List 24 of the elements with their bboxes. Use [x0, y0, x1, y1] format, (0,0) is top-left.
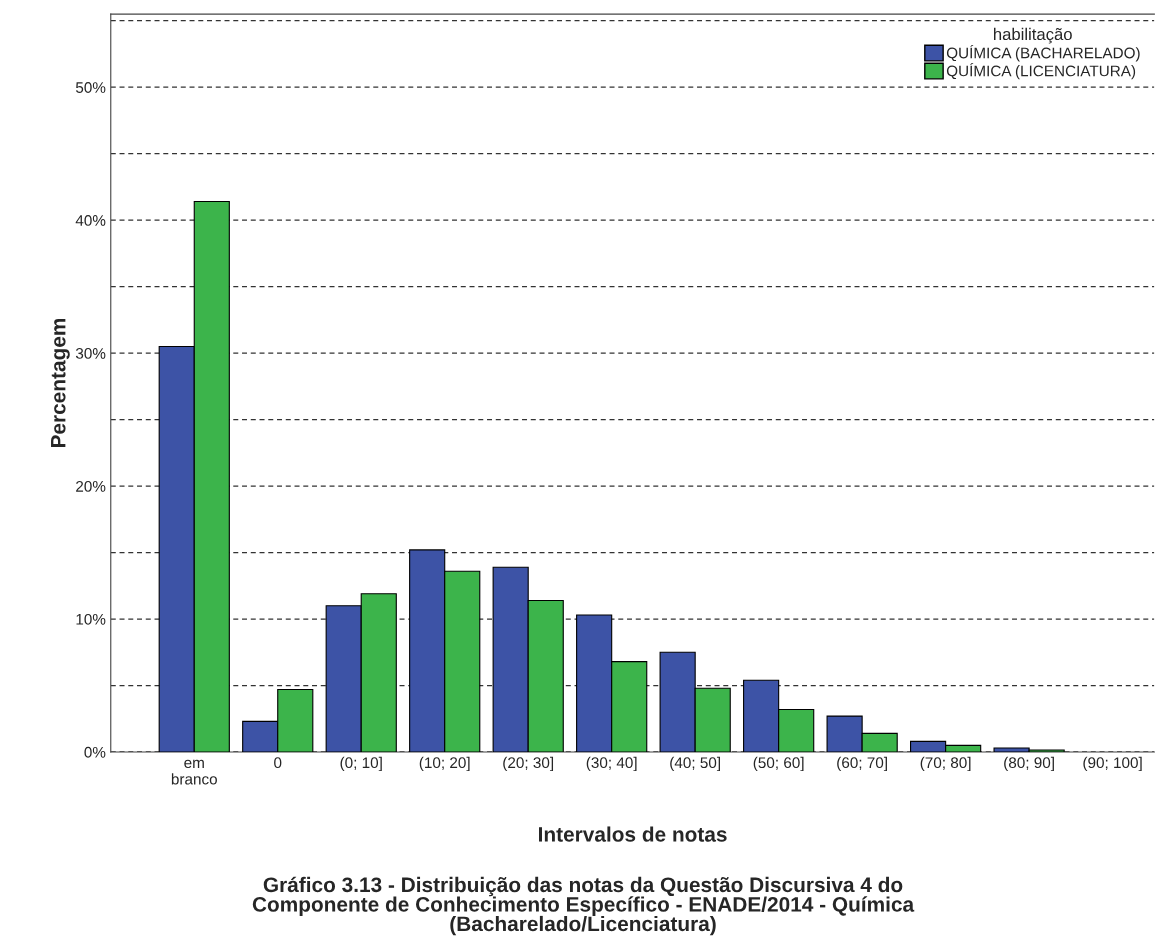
x-tick-label: (30; 40]: [586, 756, 637, 772]
x-tick-label: (0; 10]: [340, 756, 382, 772]
text: Gráfico 3.13 - Distribuição das notas da Questão Discursiva 4 do Componente de Conhecimento Específico - ENADE/2014 - Química (Bacharelado/Licenciatura): [252, 876, 915, 936]
y-tick-label: 0%: [84, 746, 106, 758]
x-tick-label: em branco: [171, 759, 217, 785]
y-tick-label: 50%: [75, 82, 106, 93]
x-tick-label: (40; 50]: [670, 756, 720, 772]
x-tick-label: (80; 90]: [1004, 756, 1054, 772]
y-axis-title: Percentagem: [51, 318, 70, 448]
y-tick-label: 30%: [75, 348, 106, 359]
legend-title: habilitação: [994, 27, 1072, 44]
x-tick-label: (90; 100]: [1083, 756, 1142, 772]
x-tick-label: (60; 70]: [837, 756, 887, 772]
x-tick-label: (50; 60]: [753, 756, 804, 772]
x-tick-label: (70; 80]: [920, 756, 971, 772]
x-axis-title: Intervalos de notas: [539, 826, 727, 842]
y-tick-label: 10%: [76, 613, 106, 625]
y-tick-label: 20%: [76, 480, 106, 492]
legend-label: QUÍMICA (LICENCIATURA): [946, 62, 1136, 80]
x-tick-label: (10; 20]: [419, 756, 470, 772]
x-tick-label: (20; 30]: [503, 756, 554, 772]
x-tick-label: 0: [274, 757, 282, 769]
legend-label: QUÍMICA (BACHARELADO): [946, 44, 1140, 62]
y-tick-label: 40%: [75, 215, 106, 226]
